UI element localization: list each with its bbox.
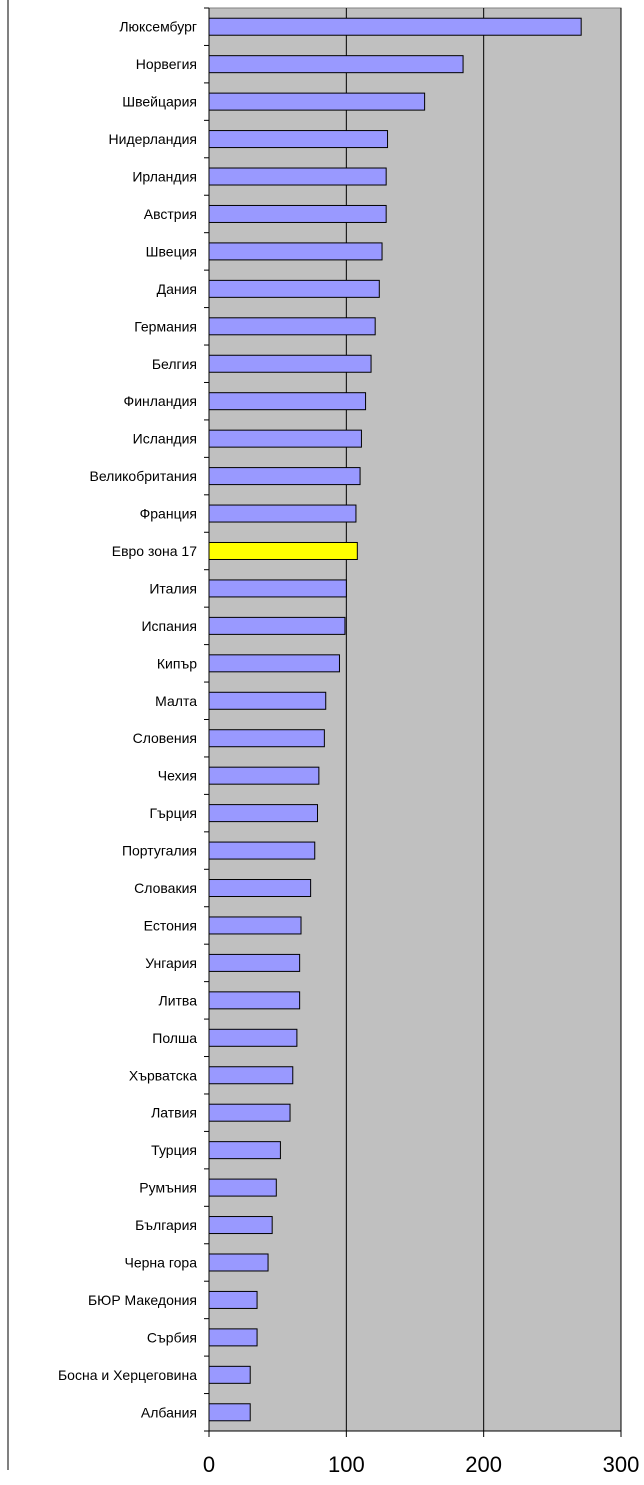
x-tick-label: 100 [328,1452,365,1477]
category-label: Естония [144,917,197,933]
category-label: Дания [157,281,197,297]
category-label: Португалия [122,843,197,859]
bar [208,953,301,972]
bar [208,467,361,486]
bar [208,204,387,223]
category-label: Великобритания [89,468,197,484]
bar [208,879,312,898]
bar [208,1253,269,1272]
bar [208,317,376,336]
bar [208,1365,251,1384]
category-label: Малта [155,693,197,709]
bar [208,1290,258,1309]
category-label: БЮР Македония [88,1292,197,1308]
category-label: Черна гора [125,1254,198,1270]
category-label: Латвия [151,1105,197,1121]
bar [208,991,301,1010]
bar [208,654,340,673]
category-label: Австрия [144,206,197,222]
category-label: Исландия [133,431,197,447]
category-label: Белгия [152,356,197,372]
tick-labels: 0 100 200 300 [203,1452,639,1477]
bars [208,17,582,1422]
category-label: Румъния [139,1180,197,1196]
category-label: Франция [140,506,197,522]
category-label: Албания [141,1404,197,1420]
bar [208,1403,251,1422]
bar [208,392,367,411]
category-label: Литва [159,992,198,1008]
bar [208,691,327,710]
category-label: Унгария [145,955,197,971]
category-label: Ирландия [132,169,197,185]
bar [208,1066,294,1085]
bar [208,766,320,785]
bar [208,579,347,598]
bar [208,804,318,823]
category-label: Сърбия [147,1329,197,1345]
bar [208,1216,273,1235]
category-label: Норвегия [136,56,197,72]
x-tick-label: 0 [203,1452,215,1477]
bar [208,1178,277,1197]
bar [208,17,582,36]
bar [208,167,387,186]
bar [208,841,316,860]
category-label: Полша [152,1030,197,1046]
bar [208,429,362,448]
bar [208,729,325,748]
bar [208,55,464,74]
category-label: Нидерландия [109,131,197,147]
bar [208,354,372,373]
category-label: Люксембург [119,19,197,35]
category-label: Италия [149,580,197,596]
category-label: Турция [151,1142,197,1158]
bar [208,916,302,935]
category-label: Евро зона 17 [112,543,197,559]
x-tick-label: 200 [465,1452,502,1477]
category-label: Чехия [158,768,197,784]
category-label: Босна и Херцеговина [58,1367,197,1383]
category-labels: Люксембург Норвегия Швейцария Нидерландия Ир… [58,19,197,1421]
category-label: Испания [141,618,197,634]
bar [208,1141,281,1160]
bar [208,616,346,635]
category-label: Словакия [134,880,197,896]
category-label: България [135,1217,197,1233]
category-label: Швейцария [122,94,197,110]
bar [208,1103,291,1122]
bar [208,279,380,298]
bar [208,242,383,261]
axes [7,0,622,1470]
bar [208,130,389,149]
category-label: Германия [134,318,197,334]
x-tick-label: 300 [603,1452,640,1477]
category-label: Швеция [146,243,197,259]
bar [208,92,426,111]
category-label: Словения [133,730,197,746]
bar [208,1328,258,1347]
category-label: Гърция [149,805,197,821]
bar [208,1028,298,1047]
category-label: Кипър [157,655,197,671]
category-label: Хърватска [129,1067,197,1083]
bar [208,504,357,523]
category-label: Финландия [124,393,197,409]
bar [208,541,358,560]
